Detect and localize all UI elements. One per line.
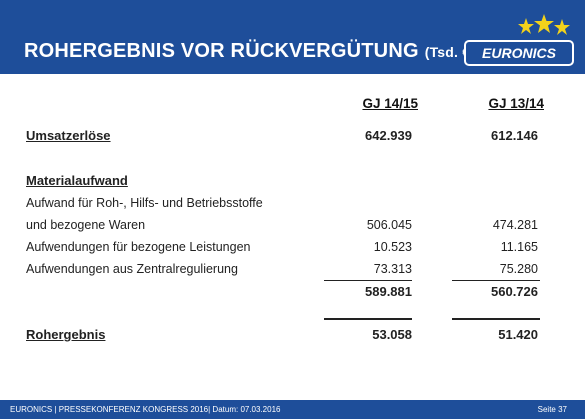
rohergebnis-value-2: 51.420 [498, 327, 538, 342]
euronics-logo: EURONICS [464, 40, 574, 66]
row-value-waren-2: 474.281 [492, 218, 538, 232]
row-label-waren: und bezogene Waren [26, 218, 146, 232]
row-value-leistungen-1: 10.523 [373, 240, 412, 254]
column-header-gj1314: GJ 13/14 [488, 96, 544, 111]
subtotal-rule-1 [324, 280, 412, 281]
row-label-roh: Aufwand für Roh-, Hilfs- und Betriebssto… [26, 196, 263, 210]
row-value-leistungen-2: 11.165 [500, 240, 538, 254]
footer-bar: EURONICS | PRESSEKONFERENZ KONGRESS 2016… [0, 400, 585, 419]
material-heading: Materialaufwand [26, 173, 128, 188]
umsatz-value-2: 612.146 [491, 128, 538, 143]
row-label-leistungen: Aufwendungen für bezogene Leistungen [26, 240, 251, 254]
subtotal-value-1: 589.881 [365, 284, 412, 299]
rohergebnis-value-1: 53.058 [372, 327, 412, 342]
column-header-gj1415: GJ 14/15 [362, 96, 418, 111]
header-bar: ROHERGEBNIS VOR RÜCKVERGÜTUNG (Tsd. €) EU… [0, 0, 585, 74]
umsatz-value-1: 642.939 [365, 128, 412, 143]
page-number: Seite 37 [537, 405, 567, 414]
subtotal-value-2: 560.726 [491, 284, 538, 299]
row-value-waren-1: 506.045 [366, 218, 412, 232]
title-unit: (Tsd. €) [424, 44, 476, 60]
total-rule-2 [452, 318, 540, 320]
umsatz-label: Umsatzerlöse [26, 128, 111, 143]
stars-icon [518, 14, 570, 35]
row-value-zentral-1: 73.313 [373, 262, 412, 276]
subtotal-rule-2 [452, 280, 540, 281]
total-rule-1 [324, 318, 412, 320]
page-title: ROHERGEBNIS VOR RÜCKVERGÜTUNG (Tsd. €) [24, 40, 475, 63]
rohergebnis-label: Rohergebnis [26, 327, 106, 342]
row-value-zentral-2: 75.280 [499, 262, 538, 276]
title-text: ROHERGEBNIS VOR RÜCKVERGÜTUNG [24, 40, 419, 62]
row-label-zentral: Aufwendungen aus Zentralregulierung [26, 262, 238, 276]
footer-info: EURONICS | PRESSEKONFERENZ KONGRESS 2016… [10, 405, 281, 414]
